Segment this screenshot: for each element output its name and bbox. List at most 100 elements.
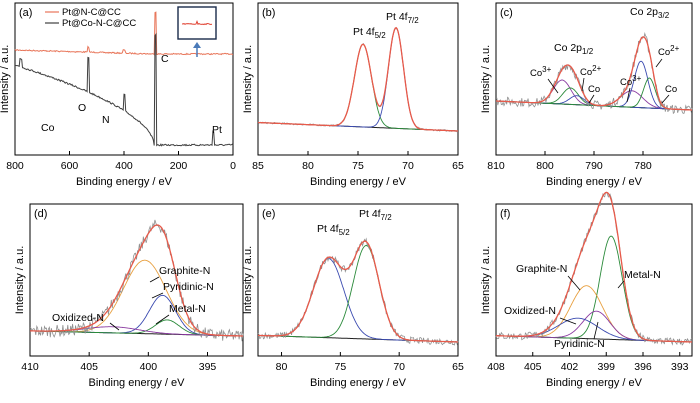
x-tick-label: 200 [170,160,188,172]
peak-label: C [161,53,169,65]
peak-label-superscript: 2+ [592,64,601,73]
peak-label-superscript: 3+ [632,74,641,83]
component-peak [30,259,243,337]
leader-line [581,77,585,92]
panel-label: (b) [262,7,275,19]
x-axis-label: Binding energy / eV [88,377,185,389]
leader-line [109,322,120,331]
fit-envelope [257,26,458,132]
x-tick-label: 400 [115,160,133,172]
x-tick-label: 80 [302,160,314,172]
y-axis-label: Intensity / a.u. [242,246,254,314]
fit-envelope [30,224,243,337]
peak-label-text: Co 2p [630,6,658,18]
peak-label: Co2+ [580,64,602,78]
peak-label: O [78,102,86,114]
peak-label-text: Co [580,67,592,78]
fit-envelope [258,240,458,343]
leader-line [155,314,170,325]
panel-label: (d) [34,208,47,220]
plot-frame [495,2,693,156]
x-tick-label: 810 [487,160,505,172]
legend-entry: Pt@N-C@CC [62,7,121,18]
peak-label-subscript: 5/2 [339,228,351,237]
x-tick-label: 0 [230,160,236,172]
peak-label: Co [41,122,55,134]
panel-label: (f) [500,208,510,220]
raw-spectrum [257,237,459,346]
peak-label-text: Pt 4f [386,11,408,23]
plot-frame [257,203,459,357]
x-tick-label: 405 [524,361,542,373]
y-axis-label: Intensity / a.u. [242,45,254,113]
peak-label-text: Pyridinic-N [163,281,214,293]
leader-line [626,87,631,103]
leader-line [588,94,595,104]
peak-label: Pt 4f5/2 [353,26,386,40]
peak-label-superscript: 2+ [670,44,679,53]
peak-label: N [102,114,110,126]
leader-line [547,78,559,94]
peak-label-text: Co [665,84,677,95]
peak-label-text: Oxidized-N [504,305,556,317]
panel-label: (e) [262,208,275,220]
raw-spectrum [495,191,693,346]
panel-a: (a) Binding energy / eV Intensity / a.u. 80… [0,2,236,188]
x-tick-label: 396 [634,361,652,373]
y-axis-label: Intensity / a.u. [480,45,492,113]
peak-label: Metal-N [169,303,206,315]
peak-label-text: Co [530,68,542,79]
peak-label: Metal-N [624,269,661,281]
plot-frame [495,203,693,357]
survey-spectrum-pt-co-n-c [15,32,234,147]
peak-label: Co [588,84,600,95]
leader-line [655,58,663,68]
x-tick-label: 399 [597,361,615,373]
peak-label: Oxidized-N [504,305,556,317]
x-tick-label: 780 [634,160,652,172]
leader-line [661,94,670,104]
x-tick-label: 395 [199,361,217,373]
peak-label-text: Co [588,84,600,95]
peak-label: Co2+ [658,44,680,58]
panel-d: (d) Binding energy / eV Intensity / a.u. 41… [14,203,244,389]
x-tick-label: 402 [561,361,579,373]
peak-label: Pyridinic-N [554,338,605,350]
y-axis-label: Intensity / a.u. [14,246,26,314]
peak-label-subscript: 7/2 [381,213,393,222]
leader-line [151,292,164,299]
y-axis-label: Intensity / a.u. [480,246,492,314]
x-tick-label: 405 [80,361,98,373]
fit-envelope [496,36,692,111]
peak-label: Co [665,84,677,95]
plot-frame [29,203,244,357]
peak-label-text: Co [620,77,632,88]
legend-entry: Pt@Co-N-C@CC [62,18,136,29]
x-tick-label: 70 [393,361,405,373]
peak-label-text: Co 2p [554,42,582,54]
peak-label-text: Pt 4f [353,26,375,38]
x-tick-label: 70 [402,160,414,172]
peak-label: Pt 4f7/2 [386,11,419,25]
x-tick-label: 80 [276,361,288,373]
peak-label: Oxidized-N [52,312,104,324]
x-axis-label: Binding energy / eV [546,377,643,389]
x-tick-label: 85 [252,160,264,172]
peak-label: Pt 4f7/2 [359,208,392,222]
leader-line [567,275,581,291]
leader-line [559,317,577,325]
raw-spectrum [257,27,458,133]
peak-label: Co3+ [530,65,552,79]
y-axis-label: Intensity / a.u. [0,45,11,113]
fit-envelope [496,191,692,343]
x-tick-label: 75 [352,160,364,172]
x-tick-label: 790 [585,160,603,172]
x-axis-label: Binding energy / eV [546,176,643,188]
component-peak [496,235,692,343]
panel-b: (b) Binding energy / eV Intensity / a.u. 85… [242,2,464,188]
peak-label-text: Pt 4f [317,223,339,235]
peak-label-subscript: 5/2 [375,31,387,40]
x-tick-label: 65 [452,160,464,172]
peak-label-text: Graphite-N [159,265,210,277]
peak-label-subscript: 7/2 [408,16,420,25]
